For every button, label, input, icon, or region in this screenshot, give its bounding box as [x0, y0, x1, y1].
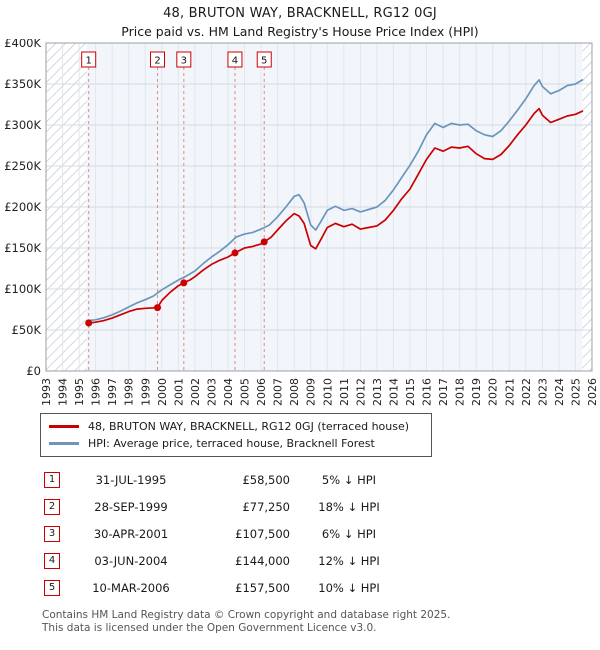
sale-date: 30-APR-2001: [93, 526, 169, 541]
svg-text:1998: 1998: [123, 378, 136, 406]
sale-number-badge: 1: [44, 471, 60, 488]
svg-text:2025: 2025: [569, 378, 582, 406]
sale-date: 31-JUL-1995: [95, 472, 167, 487]
svg-text:2003: 2003: [205, 378, 218, 406]
footer-license-line: Contains HM Land Registry data © Crown c…: [42, 609, 451, 621]
svg-text:£200K: £200K: [4, 200, 41, 214]
svg-text:2024: 2024: [553, 378, 566, 406]
svg-text:2009: 2009: [305, 378, 318, 406]
svg-text:£50K: £50K: [12, 323, 42, 337]
svg-text:5: 5: [261, 56, 267, 67]
svg-text:1996: 1996: [90, 378, 103, 406]
svg-text:3: 3: [181, 56, 187, 67]
svg-text:1997: 1997: [106, 378, 119, 406]
svg-text:2001: 2001: [172, 378, 185, 406]
sale-number-badge: 5: [44, 579, 60, 596]
svg-text:£300K: £300K: [4, 118, 41, 132]
sales-table: 1 31-JUL-1995 £58,500 5% ↓ HPI 2 28-SEP-…: [44, 466, 600, 601]
svg-text:2007: 2007: [272, 378, 285, 406]
sale-price: £58,500: [242, 472, 290, 487]
svg-text:2019: 2019: [470, 378, 483, 406]
svg-text:£250K: £250K: [4, 159, 41, 173]
svg-text:2020: 2020: [487, 378, 500, 406]
table-row: 1 31-JUL-1995 £58,500 5% ↓ HPI: [44, 466, 600, 493]
table-row: 4 03-JUN-2004 £144,000 12% ↓ HPI: [44, 547, 600, 574]
svg-text:1994: 1994: [57, 378, 70, 406]
price-chart: 1993 1994 1995 1996 1997 1998 1999 2000 2001 2002…: [4, 39, 599, 406]
svg-text:2010: 2010: [321, 378, 334, 406]
legend-item: 48, BRUTON WAY, BRACKNELL, RG12 0GJ (ter…: [49, 418, 423, 435]
svg-text:1993: 1993: [40, 378, 53, 406]
svg-text:2013: 2013: [371, 378, 384, 406]
svg-text:2016: 2016: [421, 378, 434, 406]
svg-text:2011: 2011: [338, 378, 351, 406]
svg-text:2008: 2008: [288, 378, 301, 406]
svg-text:2021: 2021: [503, 378, 516, 406]
svg-text:2015: 2015: [404, 378, 417, 406]
sale-hpi-delta: 10% ↓ HPI: [318, 580, 380, 595]
price-paid-line-swatch: [49, 425, 79, 428]
legend-item: HPI: Average price, terraced house, Brac…: [49, 435, 423, 452]
table-row: 2 28-SEP-1999 £77,250 18% ↓ HPI: [44, 493, 600, 520]
svg-text:2000: 2000: [156, 378, 169, 406]
legend-label: HPI: Average price, terraced house, Brac…: [88, 437, 375, 450]
svg-text:2005: 2005: [239, 378, 252, 406]
svg-text:2004: 2004: [222, 378, 235, 406]
legend-label: 48, BRUTON WAY, BRACKNELL, RG12 0GJ (ter…: [88, 420, 410, 433]
sale-hpi-delta: 5% ↓ HPI: [321, 472, 377, 487]
svg-text:2022: 2022: [520, 378, 533, 406]
svg-text:4: 4: [232, 56, 238, 67]
chart-header: 48, BRUTON WAY, BRACKNELL, RG12 0GJ Pric…: [0, 0, 600, 39]
page-subtitle: Price paid vs. HM Land Registry's House …: [121, 24, 479, 39]
svg-text:£150K: £150K: [4, 241, 41, 255]
svg-text:2012: 2012: [354, 378, 367, 406]
svg-text:2: 2: [154, 56, 160, 67]
svg-text:2023: 2023: [536, 378, 549, 406]
footer-license-line: This data is licensed under the Open Gov…: [42, 622, 377, 634]
svg-text:£350K: £350K: [4, 77, 41, 91]
page-title: 48, BRUTON WAY, BRACKNELL, RG12 0GJ: [163, 6, 437, 21]
table-row: 3 30-APR-2001 £107,500 6% ↓ HPI: [44, 520, 600, 547]
svg-text:£100K: £100K: [4, 282, 41, 296]
license-footer: Contains HM Land Registry data © Crown c…: [42, 609, 600, 635]
chart-legend: 48, BRUTON WAY, BRACKNELL, RG12 0GJ (ter…: [40, 413, 432, 457]
svg-text:2002: 2002: [189, 378, 202, 406]
svg-text:1: 1: [85, 56, 91, 67]
svg-text:2014: 2014: [387, 378, 400, 406]
svg-text:1995: 1995: [73, 378, 86, 406]
sale-date: 28-SEP-1999: [94, 499, 168, 514]
sale-price: £157,500: [235, 580, 290, 595]
sale-hpi-delta: 12% ↓ HPI: [318, 553, 380, 568]
svg-text:2026: 2026: [586, 378, 599, 406]
sale-date: 10-MAR-2006: [92, 580, 170, 595]
svg-text:£400K: £400K: [4, 39, 41, 50]
hpi-line-swatch: [49, 442, 79, 445]
sale-price: £77,250: [242, 499, 290, 514]
svg-text:2006: 2006: [255, 378, 268, 406]
sale-price: £144,000: [235, 553, 290, 568]
sale-number-badge: 2: [44, 498, 60, 515]
sale-number-badge: 3: [44, 525, 60, 542]
sale-number-badge: 4: [44, 552, 60, 569]
svg-text:2017: 2017: [437, 378, 450, 406]
sale-date: 03-JUN-2004: [94, 553, 168, 568]
table-row: 5 10-MAR-2006 £157,500 10% ↓ HPI: [44, 574, 600, 601]
svg-text:2018: 2018: [454, 378, 467, 406]
sale-hpi-delta: 6% ↓ HPI: [321, 526, 377, 541]
sale-price: £107,500: [235, 526, 290, 541]
svg-text:£0: £0: [26, 364, 41, 378]
svg-text:1999: 1999: [139, 378, 152, 406]
sale-hpi-delta: 18% ↓ HPI: [318, 499, 380, 514]
